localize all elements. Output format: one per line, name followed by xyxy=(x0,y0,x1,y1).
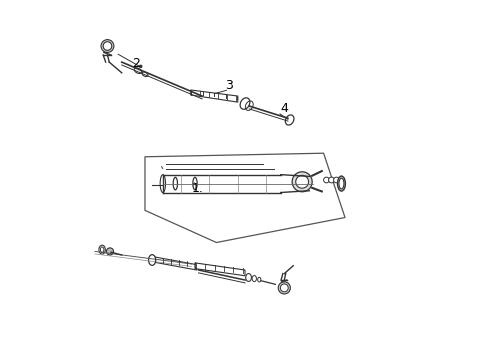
Circle shape xyxy=(103,42,112,50)
Polygon shape xyxy=(195,263,245,276)
Circle shape xyxy=(278,282,291,294)
Text: 1.: 1. xyxy=(192,183,203,195)
Circle shape xyxy=(139,64,143,68)
Circle shape xyxy=(329,177,334,183)
Circle shape xyxy=(106,248,114,255)
Circle shape xyxy=(292,172,312,192)
Ellipse shape xyxy=(99,245,105,254)
Text: 2: 2 xyxy=(132,58,140,71)
Ellipse shape xyxy=(338,176,345,191)
Text: 3: 3 xyxy=(225,79,233,92)
Polygon shape xyxy=(191,90,238,102)
Ellipse shape xyxy=(148,255,156,265)
Ellipse shape xyxy=(245,274,251,282)
Text: 4: 4 xyxy=(281,102,289,115)
Ellipse shape xyxy=(100,247,104,252)
Ellipse shape xyxy=(252,275,256,282)
Circle shape xyxy=(323,177,329,183)
Polygon shape xyxy=(154,257,197,270)
Circle shape xyxy=(280,284,288,292)
Circle shape xyxy=(296,175,309,188)
Circle shape xyxy=(101,40,114,53)
Ellipse shape xyxy=(339,178,344,189)
Circle shape xyxy=(334,177,339,183)
Ellipse shape xyxy=(258,277,261,282)
